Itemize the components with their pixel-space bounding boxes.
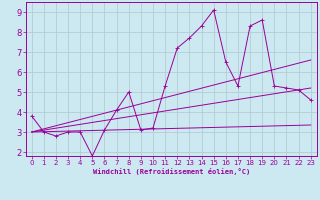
X-axis label: Windchill (Refroidissement éolien,°C): Windchill (Refroidissement éolien,°C) <box>92 168 250 175</box>
